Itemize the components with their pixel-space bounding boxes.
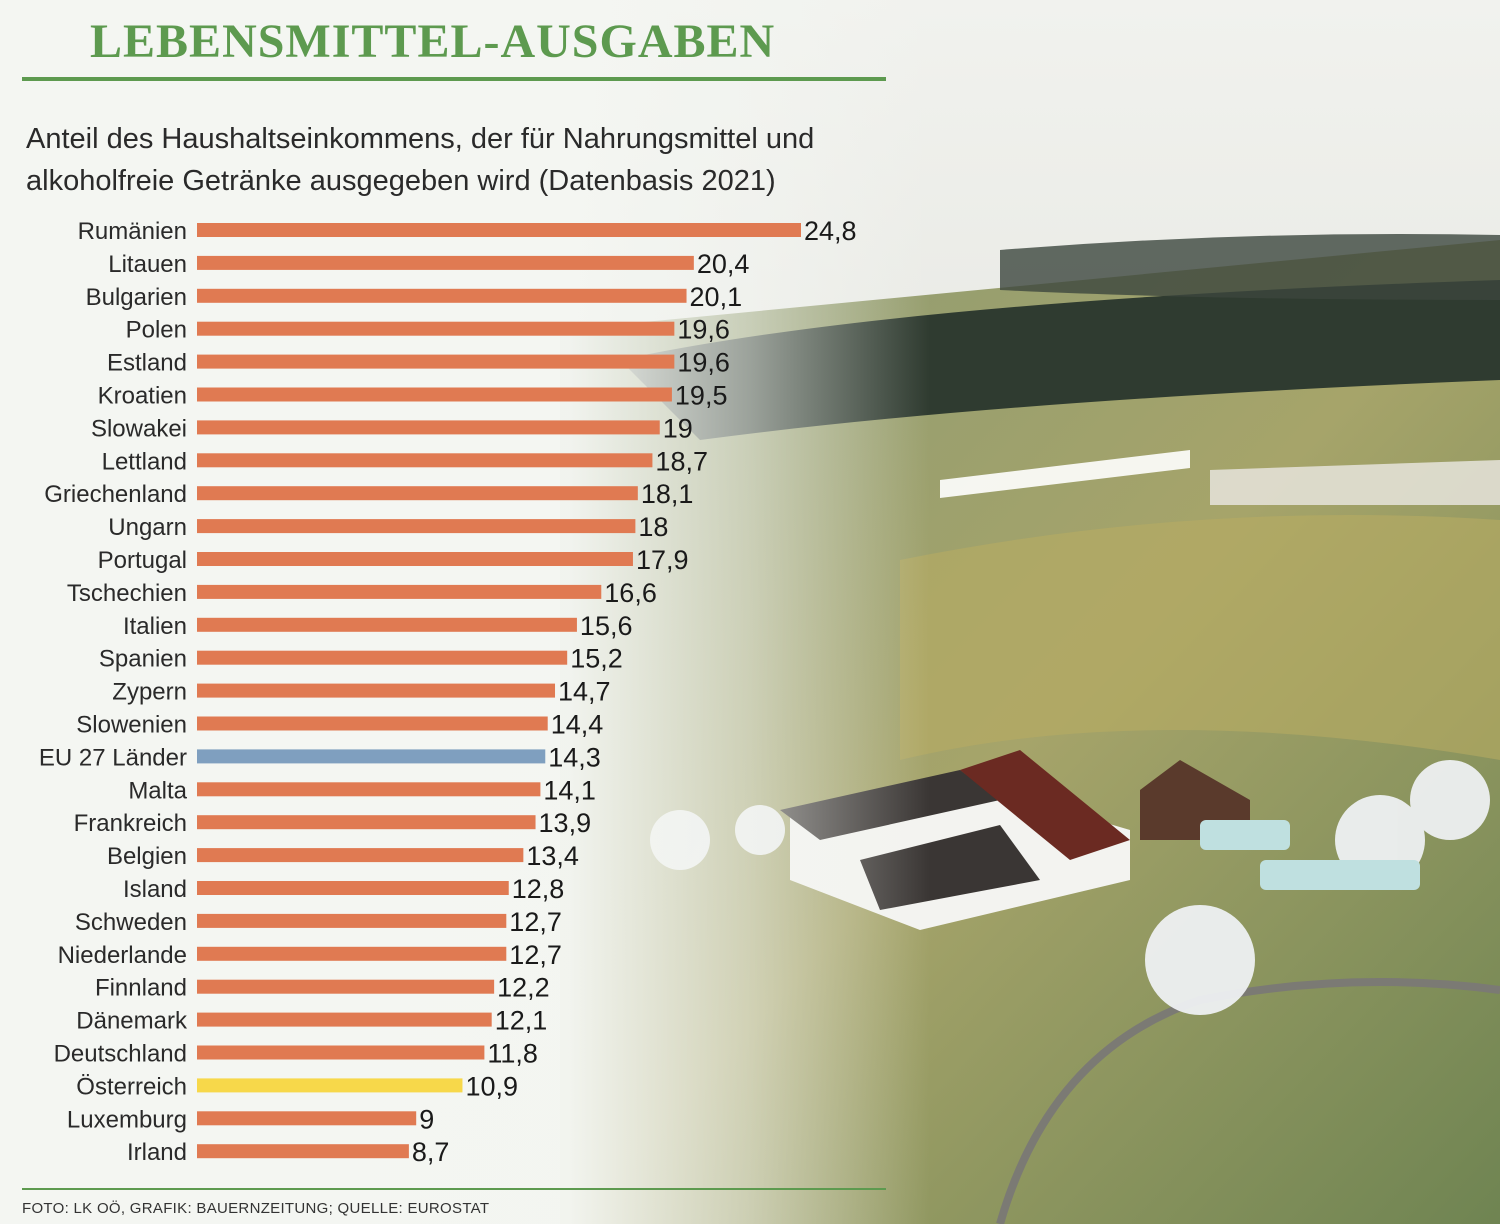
- value-label: 19,5: [675, 381, 728, 411]
- bar-28: [197, 1144, 409, 1159]
- footer-divider: [22, 1188, 886, 1190]
- bar-18: [197, 815, 536, 830]
- category-label: Dänemark: [76, 1008, 188, 1035]
- bar-chart: Rumänien 24,8 Litauen 20,4 Bulgarien 20,1 Pole…: [39, 216, 857, 1167]
- category-label: Österreich: [76, 1073, 187, 1100]
- value-label: 18,1: [641, 479, 694, 509]
- bar-19: [197, 848, 524, 863]
- source-credits: FOTO: LK OÖ, GRAFIK: BAUERNZEITUNG; QUEL…: [22, 1200, 490, 1217]
- value-label: 15,2: [570, 644, 623, 674]
- value-label: 12,7: [509, 940, 562, 970]
- value-label: 15,6: [580, 611, 633, 641]
- category-label: Estland: [107, 350, 187, 377]
- category-label: Niederlande: [58, 942, 187, 969]
- value-label: 13,4: [526, 841, 579, 871]
- bar-9: [197, 519, 636, 534]
- category-label: Zypern: [112, 679, 187, 706]
- category-label: Litauen: [108, 251, 187, 278]
- category-label: Finnland: [95, 975, 187, 1002]
- bar-12: [197, 617, 577, 632]
- bar-7: [197, 453, 653, 468]
- value-label: 14,7: [558, 677, 611, 707]
- bar-14: [197, 683, 556, 698]
- bar-23: [197, 979, 495, 994]
- value-label: 13,9: [539, 808, 592, 838]
- category-label: Griechenland: [44, 481, 187, 508]
- category-label: Italien: [123, 613, 187, 640]
- bar-16: [197, 749, 546, 764]
- category-label: Kroatien: [98, 383, 187, 410]
- bar-24: [197, 1012, 492, 1027]
- bar-20: [197, 881, 509, 895]
- bar-0: [197, 223, 801, 237]
- value-label: 18: [638, 512, 668, 542]
- bar-5: [197, 387, 672, 402]
- bar-13: [197, 650, 568, 665]
- value-label: 11,8: [487, 1039, 538, 1069]
- title-divider: [22, 77, 886, 81]
- bar-4: [197, 354, 675, 369]
- bar-2: [197, 288, 687, 303]
- value-label: 12,1: [495, 1006, 548, 1036]
- value-label: 19,6: [677, 348, 730, 378]
- value-label: 10,9: [465, 1071, 518, 1101]
- category-label: Ungarn: [108, 514, 187, 541]
- value-label: 20,4: [697, 249, 750, 279]
- bar-17: [197, 782, 541, 797]
- category-label: Frankreich: [74, 810, 187, 837]
- value-label: 12,2: [497, 973, 550, 1003]
- value-label: 20,1: [690, 282, 743, 312]
- value-label: 19: [663, 413, 693, 443]
- category-label: Bulgarien: [86, 284, 187, 311]
- bar-6: [197, 420, 660, 435]
- value-label: 19,6: [677, 315, 730, 345]
- bar-27: [197, 1111, 417, 1126]
- category-label: Island: [123, 876, 187, 903]
- value-label: 24,8: [804, 216, 857, 246]
- category-label: Lettland: [102, 448, 187, 475]
- page-title: LEBENSMITTEL-AUSGABEN: [90, 15, 776, 68]
- value-label: 14,4: [551, 710, 604, 740]
- category-label: Slowakei: [91, 415, 187, 442]
- value-label: 12,8: [512, 874, 565, 904]
- bar-8: [197, 486, 638, 501]
- category-label: Luxemburg: [67, 1106, 187, 1133]
- bar-11: [197, 584, 602, 599]
- value-label: 16,6: [604, 578, 657, 608]
- category-label: Portugal: [98, 547, 187, 574]
- category-label: Schweden: [75, 909, 187, 936]
- category-label: Malta: [128, 777, 187, 804]
- value-label: 9: [419, 1104, 434, 1134]
- category-label: Irland: [127, 1139, 187, 1166]
- bar-10: [197, 552, 633, 566]
- bar-3: [197, 321, 675, 336]
- value-label: 18,7: [655, 446, 708, 476]
- category-label: EU 27 Länder: [39, 744, 187, 771]
- category-label: Rumänien: [78, 218, 187, 245]
- category-label: Tschechien: [67, 580, 187, 607]
- bar-15: [197, 716, 548, 731]
- category-label: Belgien: [107, 843, 187, 870]
- category-label: Spanien: [99, 646, 187, 673]
- value-label: 14,1: [543, 775, 596, 805]
- value-label: 12,7: [509, 907, 562, 937]
- value-label: 14,3: [548, 742, 601, 772]
- bar-25: [197, 1045, 485, 1060]
- value-label: 17,9: [636, 545, 689, 575]
- bar-26: [197, 1078, 463, 1093]
- category-label: Slowenien: [76, 712, 187, 739]
- value-label: 8,7: [412, 1137, 450, 1167]
- chart-subtitle: Anteil des Haushaltseinkommens, der für …: [26, 123, 815, 197]
- bar-1: [197, 255, 694, 270]
- category-label: Polen: [126, 317, 187, 344]
- category-label: Deutschland: [54, 1041, 187, 1068]
- bar-22: [197, 946, 507, 961]
- bar-21: [197, 913, 507, 928]
